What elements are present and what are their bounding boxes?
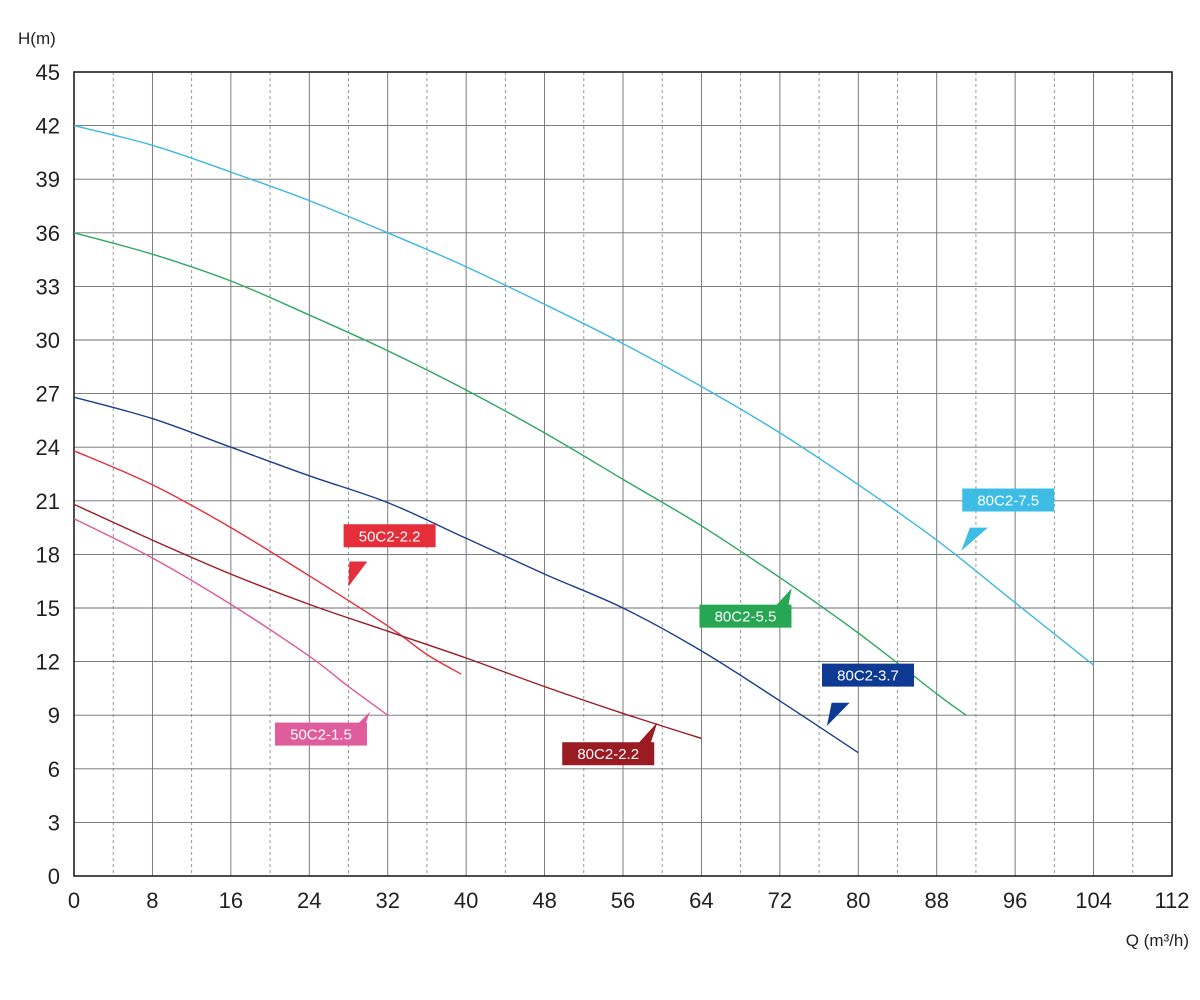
series-tag-80c2-3-7: 80C2-3.7: [822, 663, 915, 726]
x-axis-title: Q (m³/h): [1126, 931, 1189, 950]
y-tick-label: 30: [36, 328, 60, 353]
y-tick-label: 15: [36, 596, 60, 621]
y-tick-label: 33: [36, 274, 60, 299]
x-tick-label: 72: [768, 888, 792, 913]
series-line-80c2-2-2: [73, 503, 702, 740]
x-tick-label: 48: [532, 888, 556, 913]
y-tick-label: 36: [36, 221, 60, 246]
tag-label: 80C2-7.5: [977, 493, 1039, 510]
y-tick-label: 27: [36, 382, 60, 407]
series-tag-50c2-2-2: 50C2-2.2: [343, 524, 436, 587]
x-tick-label: 40: [454, 888, 478, 913]
x-tick-label: 104: [1075, 888, 1112, 913]
tag-pointer: [348, 561, 368, 587]
series-lines: [73, 124, 1095, 754]
y-tick-label: 39: [36, 167, 60, 192]
y-tick-label: 18: [36, 542, 60, 567]
series-tag-80c2-5-5: 80C2-5.5: [699, 588, 792, 628]
y-tick-label: 45: [36, 60, 60, 85]
y-tick-label: 42: [36, 114, 60, 139]
y-tick-label: 0: [48, 864, 60, 889]
tag-box: [274, 722, 367, 746]
series-tags: 50C2-1.5 50C2-2.2 80C2-2.2 80C2-3.7 80C2-5.5…: [274, 488, 1055, 766]
tag-box: [343, 524, 436, 548]
tag-box: [822, 663, 915, 687]
series-line-50c2-1-5: [73, 518, 389, 716]
x-tick-label: 24: [297, 888, 321, 913]
plot-frame: [73, 71, 1173, 877]
tag-box: [562, 742, 655, 766]
x-tick-label: 112: [1154, 888, 1189, 913]
y-tick-label: 6: [48, 757, 60, 782]
plot-border: [73, 71, 1173, 877]
tag-label: 50C2-1.5: [290, 727, 352, 744]
y-tick-label: 12: [36, 650, 60, 675]
series-line-80c2-3-7: [73, 396, 859, 754]
series-line-50c2-2-2: [73, 450, 462, 675]
y-tick-label: 3: [48, 810, 60, 835]
x-tick-label: 0: [68, 888, 80, 913]
grid: [74, 72, 1172, 876]
y-tick-label: 24: [36, 435, 60, 460]
y-axis-title: H(m): [18, 29, 56, 48]
tag-label: 80C2-5.5: [715, 609, 777, 626]
tag-label: 80C2-3.7: [837, 668, 899, 685]
tick-labels: 0 8 16 24 32 40 48 56 64 72 80 88 96 104 1120369121518…: [36, 60, 1190, 913]
x-tick-label: 32: [375, 888, 399, 913]
series-tag-80c2-7-5: 80C2-7.5: [961, 488, 1055, 551]
x-tick-label: 16: [219, 888, 243, 913]
x-tick-label: 56: [611, 888, 635, 913]
y-tick-label: 9: [48, 703, 60, 728]
y-tick-label: 21: [36, 489, 60, 514]
tag-box: [962, 488, 1055, 512]
x-tick-label: 80: [846, 888, 870, 913]
tag-label: 80C2-2.2: [577, 746, 639, 763]
x-tick-label: 96: [1003, 888, 1027, 913]
tag-label: 50C2-2.2: [359, 528, 421, 545]
series-tag-50c2-1-5: 50C2-1.5: [274, 711, 371, 746]
series-tag-80c2-2-2: 80C2-2.2: [562, 722, 658, 766]
tag-pointer: [629, 722, 658, 753]
series-line-80c2-7-5: [73, 124, 1095, 666]
tag-pointer: [961, 527, 988, 551]
tag-box: [699, 604, 792, 628]
x-tick-label: 64: [689, 888, 713, 913]
tag-pointer: [826, 702, 850, 726]
series-line-80c2-5-5: [73, 232, 967, 716]
x-tick-label: 88: [924, 888, 948, 913]
x-tick-label: 8: [146, 888, 158, 913]
